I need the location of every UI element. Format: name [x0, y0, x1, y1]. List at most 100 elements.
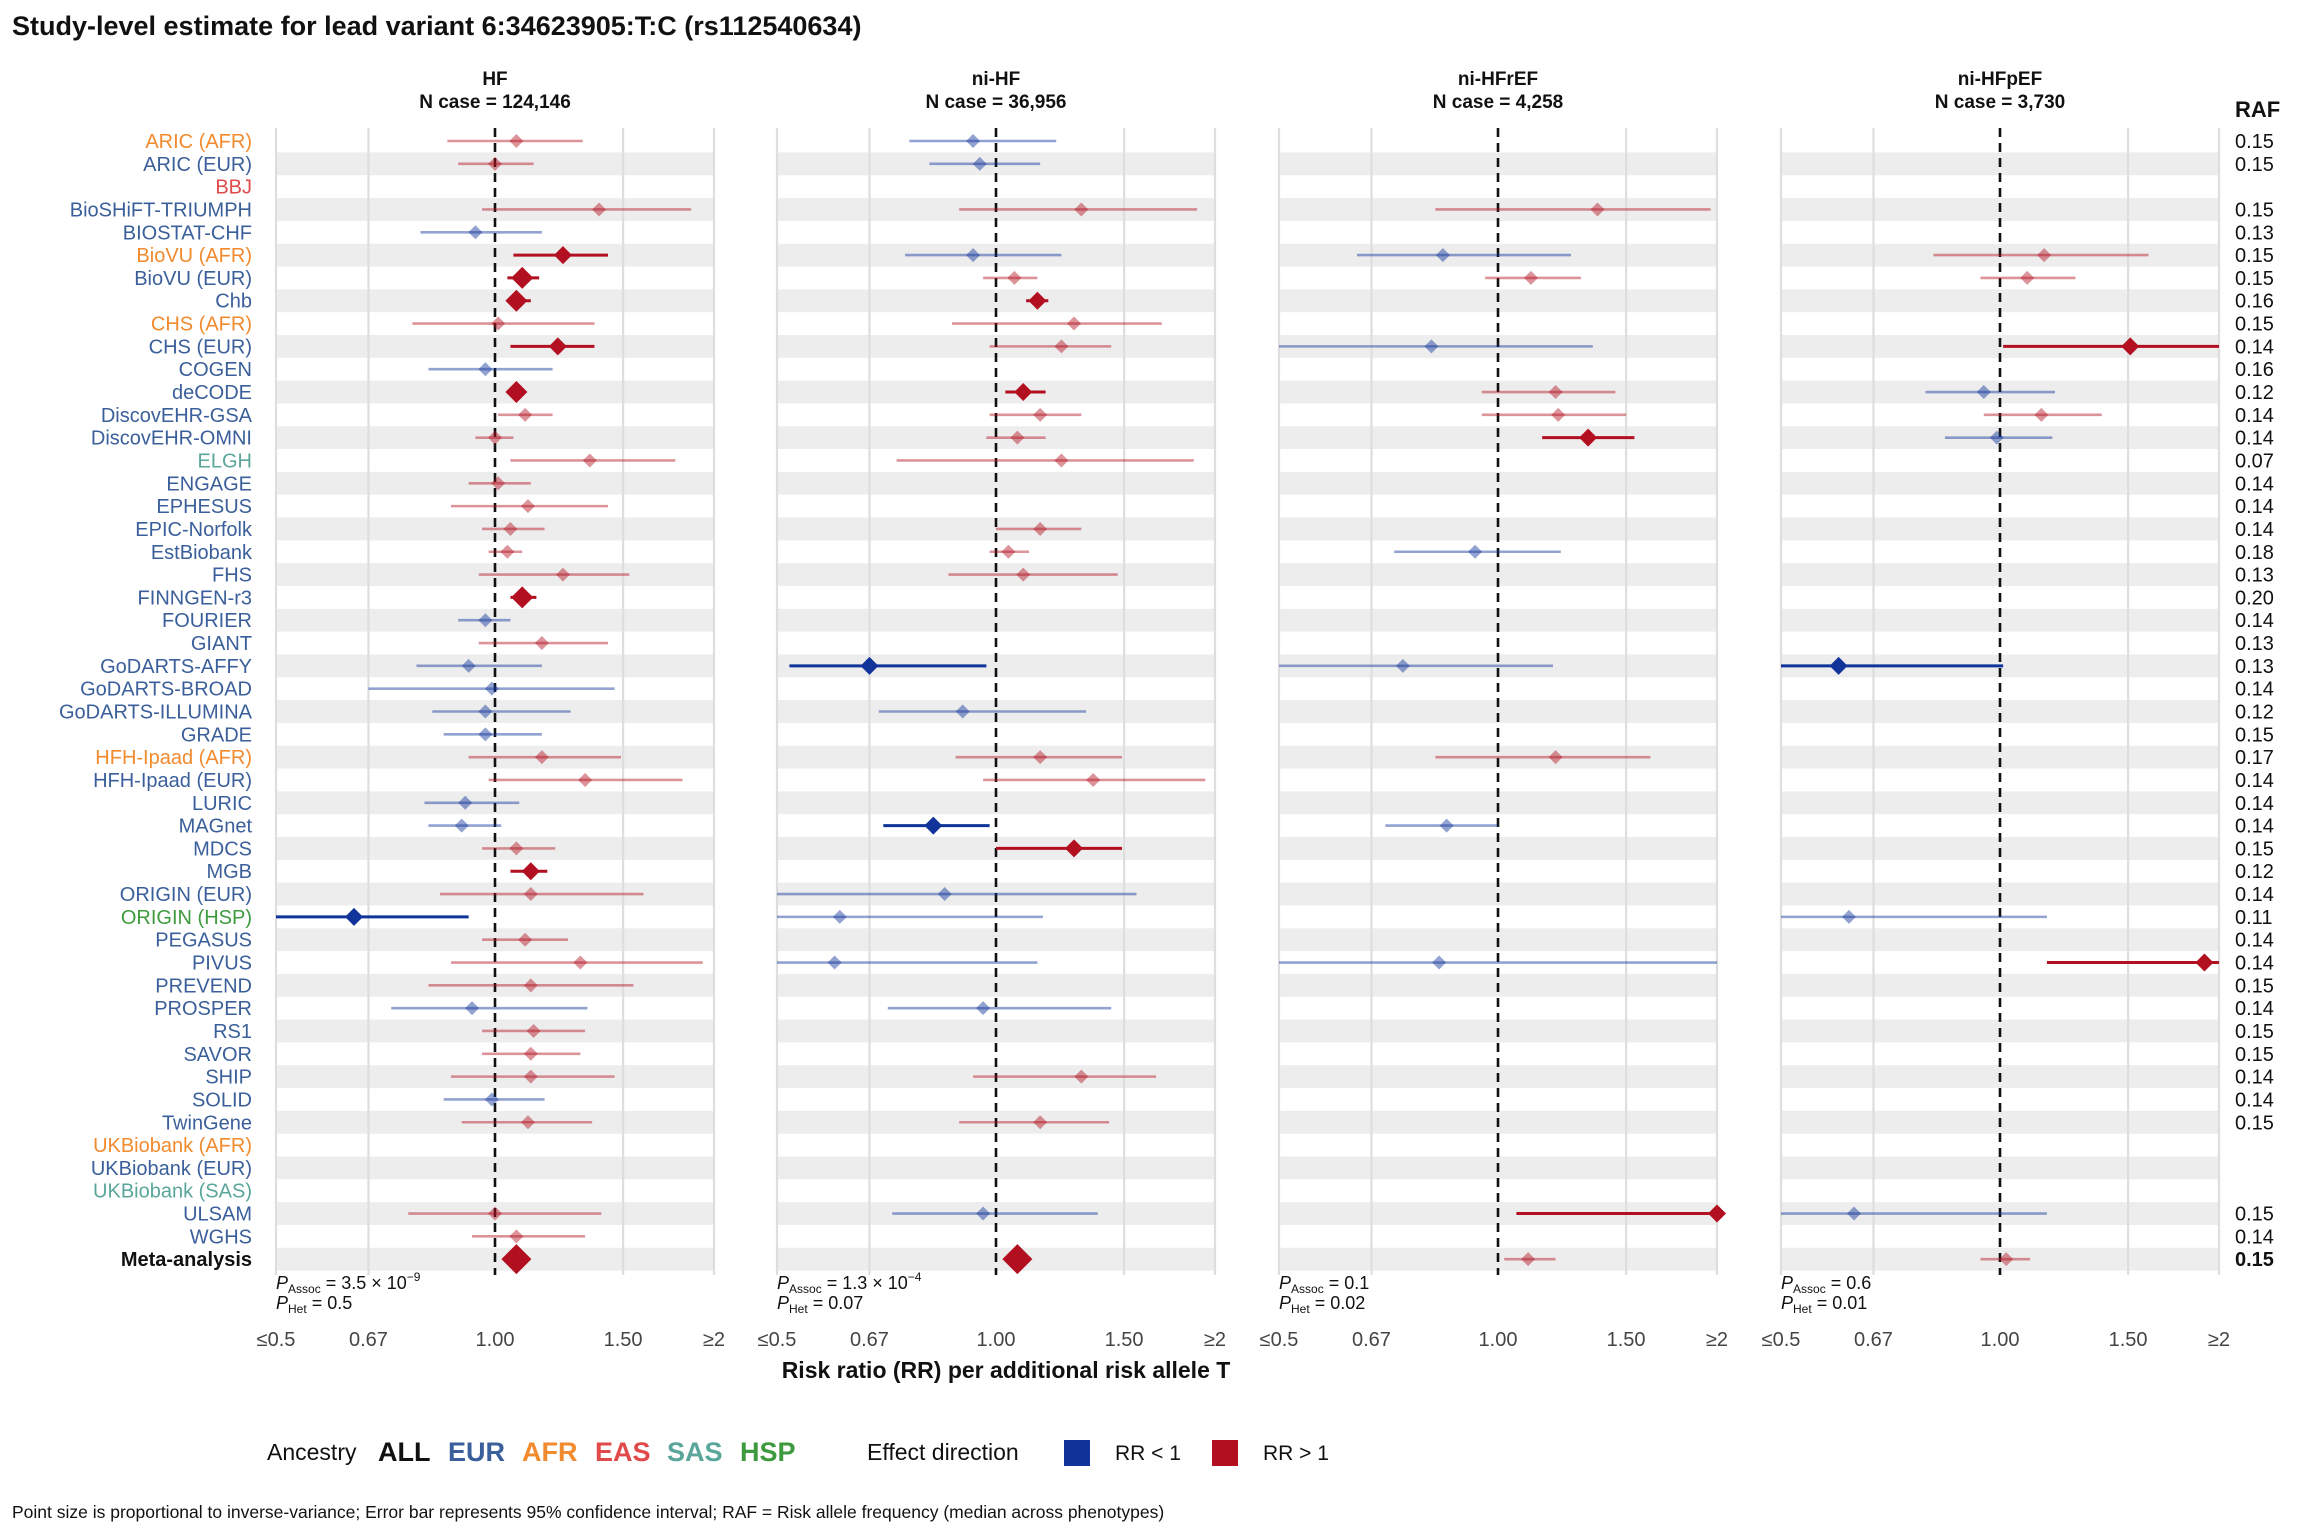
raf-value: 0.15	[2235, 314, 2274, 336]
row-stripe	[1781, 517, 2219, 541]
p-het: PHet = 0.5	[276, 1293, 352, 1316]
study-label: deCODE	[172, 382, 252, 404]
raf-value: 0.15	[2235, 1204, 2274, 1226]
point-estimate-LURIC	[458, 795, 473, 810]
point-estimate-FINNGEN-r3	[511, 586, 534, 609]
effect-legend-swatch	[1064, 1440, 1090, 1466]
row-stripe	[276, 745, 714, 769]
point-estimate-deCODE	[1014, 383, 1033, 402]
point-estimate-HFH-Ipaad (AFR)	[1033, 750, 1048, 765]
panel-ni-HF: ni-HFN case = 36,956 ≤0.5 0.67 1.00 1.50 ≥2 PA…	[758, 69, 1226, 1351]
point-estimate-PIVUS	[1432, 955, 1447, 970]
raf-value: 0.15	[2235, 838, 2274, 860]
chart-title: Study-level estimate for lead variant 6:…	[12, 11, 861, 41]
point-estimate-BioVU (AFR)	[553, 246, 572, 265]
raf-value: 0.14	[2235, 1226, 2274, 1248]
row-stripe	[1279, 791, 1717, 815]
ancestry-legend-item: ALL	[378, 1437, 430, 1467]
study-label: UKBiobank (SAS)	[93, 1181, 252, 1203]
point-estimate-MDCS	[1064, 839, 1083, 858]
row-stripe	[276, 471, 714, 495]
raf-value: 0.14	[2235, 953, 2274, 975]
point-estimate-CHS (AFR)	[1066, 316, 1081, 331]
ancestry-legend-item: SAS	[667, 1437, 723, 1467]
point-estimate-FHS	[1016, 567, 1031, 582]
row-stripe	[1279, 654, 1717, 678]
raf-value: 0.15	[2235, 975, 2274, 997]
study-label: HFH-Ipaad (AFR)	[95, 747, 252, 769]
point-estimate-Chb	[1028, 291, 1047, 310]
point-estimate-GoDARTS-BROAD	[484, 681, 499, 696]
x-tick-label: 0.67	[1352, 1329, 1391, 1351]
row-stripe	[1279, 380, 1717, 404]
row-stripe	[1781, 471, 2219, 495]
row-stripe	[1279, 517, 1717, 541]
raf-value: 0.12	[2235, 861, 2274, 883]
point-estimate-DiscovEHR-OMNI	[1579, 428, 1598, 447]
raf-value: 0.12	[2235, 702, 2274, 724]
study-label: HFH-Ipaad (EUR)	[93, 770, 252, 792]
row-stripe	[276, 654, 714, 678]
point-estimate-DiscovEHR-GSA	[2034, 407, 2049, 422]
study-label: FINNGEN-r3	[138, 587, 252, 609]
point-estimate-ARIC (EUR)	[488, 156, 502, 171]
study-label: MAGnet	[179, 816, 253, 838]
panels: HFN case = 124,146 ≤0.5 0.67 1.00 1.50 ≥2 PAss…	[257, 69, 2230, 1351]
row-stripe	[276, 380, 714, 404]
point-estimate-Meta-analysis	[1999, 1252, 2014, 1267]
study-label: SAVOR	[183, 1044, 252, 1066]
point-estimate-TwinGene	[520, 1115, 535, 1130]
point-estimate-ARIC (AFR)	[509, 134, 524, 148]
point-estimate-ORIGIN (EUR)	[937, 887, 952, 902]
row-stripe	[777, 517, 1215, 541]
ancestry-legend-title: Ancestry	[267, 1439, 357, 1465]
study-label: ARIC (AFR)	[145, 131, 252, 153]
raf-value: 0.13	[2235, 565, 2274, 587]
raf-value: 0.18	[2235, 542, 2274, 564]
raf-value: 0.13	[2235, 633, 2274, 655]
panel-title: ni-HFpEF	[1958, 69, 2042, 90]
point-estimate-TwinGene	[1033, 1115, 1048, 1130]
raf-value: 0.15	[2235, 1112, 2274, 1134]
study-label: CHS (AFR)	[151, 314, 252, 336]
study-label: Chb	[215, 291, 252, 313]
point-estimate-MAGnet	[454, 818, 469, 833]
x-tick-label: 1.00	[1981, 1329, 2020, 1351]
point-estimate-BioVU (EUR)	[1007, 270, 1022, 285]
point-estimate-ELGH	[582, 453, 597, 468]
raf-value: 0.14	[2235, 496, 2274, 518]
point-estimate-ELGH	[1054, 453, 1069, 468]
study-label: SOLID	[192, 1089, 252, 1111]
raf-value: 0.14	[2235, 816, 2274, 838]
point-estimate-MGB	[521, 862, 540, 881]
raf-value: 0.16	[2235, 291, 2274, 313]
row-stripe	[777, 791, 1215, 815]
raf-value: 0.15	[2235, 154, 2274, 176]
study-label: GoDARTS-ILLUMINA	[59, 702, 253, 724]
point-estimate-WGHS	[509, 1229, 524, 1244]
x-tick-label: ≥2	[2208, 1329, 2230, 1351]
point-estimate-EstBiobank	[1001, 544, 1016, 559]
point-estimate-ORIGIN (EUR)	[523, 887, 538, 902]
raf-value: 0.15	[2235, 724, 2274, 746]
point-estimate-SHIP	[523, 1069, 538, 1084]
study-label: DiscovEHR-GSA	[101, 405, 253, 427]
point-estimate-BioVU (AFR)	[1435, 248, 1450, 263]
study-label: PREVEND	[155, 975, 252, 997]
p-het: PHet = 0.02	[1279, 1293, 1365, 1316]
study-label: EPIC-Norfolk	[135, 519, 253, 541]
point-estimate-SAVOR	[523, 1046, 538, 1061]
study-labels: ARIC (AFR)ARIC (EUR)BBJBioSHiFT-TRIUMPHB…	[59, 131, 253, 1271]
point-estimate-FOURIER	[478, 613, 493, 628]
raf-value: 0.14	[2235, 1089, 2274, 1111]
footnote: Point size is proportional to inverse-va…	[12, 1502, 1164, 1522]
x-tick-label: ≤0.5	[758, 1329, 797, 1351]
point-estimate-FHS	[555, 567, 570, 582]
x-tick-label: 1.50	[1607, 1329, 1646, 1351]
point-estimate-ORIGIN (HSP)	[344, 907, 363, 926]
study-label: UKBiobank (EUR)	[91, 1158, 252, 1180]
x-tick-label: ≤0.5	[1260, 1329, 1299, 1351]
raf-value: 0.14	[2235, 930, 2274, 952]
study-label: ULSAM	[183, 1204, 252, 1226]
raf-value: 0.14	[2235, 884, 2274, 906]
